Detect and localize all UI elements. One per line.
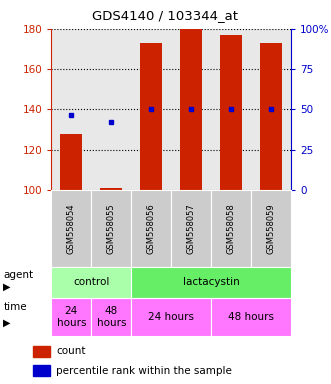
Bar [140,43,162,190]
Text: GSM558059: GSM558059 [267,203,276,254]
Bar [33,346,50,357]
Text: percentile rank within the sample: percentile rank within the sample [56,366,232,376]
Bar [60,134,82,190]
Bar [180,29,202,190]
Text: count: count [56,346,86,356]
Text: ▶: ▶ [3,318,11,328]
Text: 48
hours: 48 hours [97,306,126,328]
Text: 48 hours: 48 hours [228,312,274,322]
Text: control: control [73,277,110,287]
Text: agent: agent [3,270,33,280]
Bar [220,35,242,190]
Text: GSM558054: GSM558054 [67,203,76,254]
Text: GDS4140 / 103344_at: GDS4140 / 103344_at [92,9,239,22]
Text: 24
hours: 24 hours [57,306,86,328]
Text: ▶: ▶ [3,282,11,292]
Text: 24 hours: 24 hours [148,312,194,322]
Text: GSM558057: GSM558057 [187,203,196,254]
Text: time: time [3,302,27,312]
Text: lactacystin: lactacystin [183,277,240,287]
Bar [260,43,282,190]
Bar [100,188,122,190]
Text: GSM558056: GSM558056 [147,203,156,254]
Text: GSM558058: GSM558058 [227,203,236,254]
Bar [33,365,50,376]
Text: GSM558055: GSM558055 [107,203,116,254]
